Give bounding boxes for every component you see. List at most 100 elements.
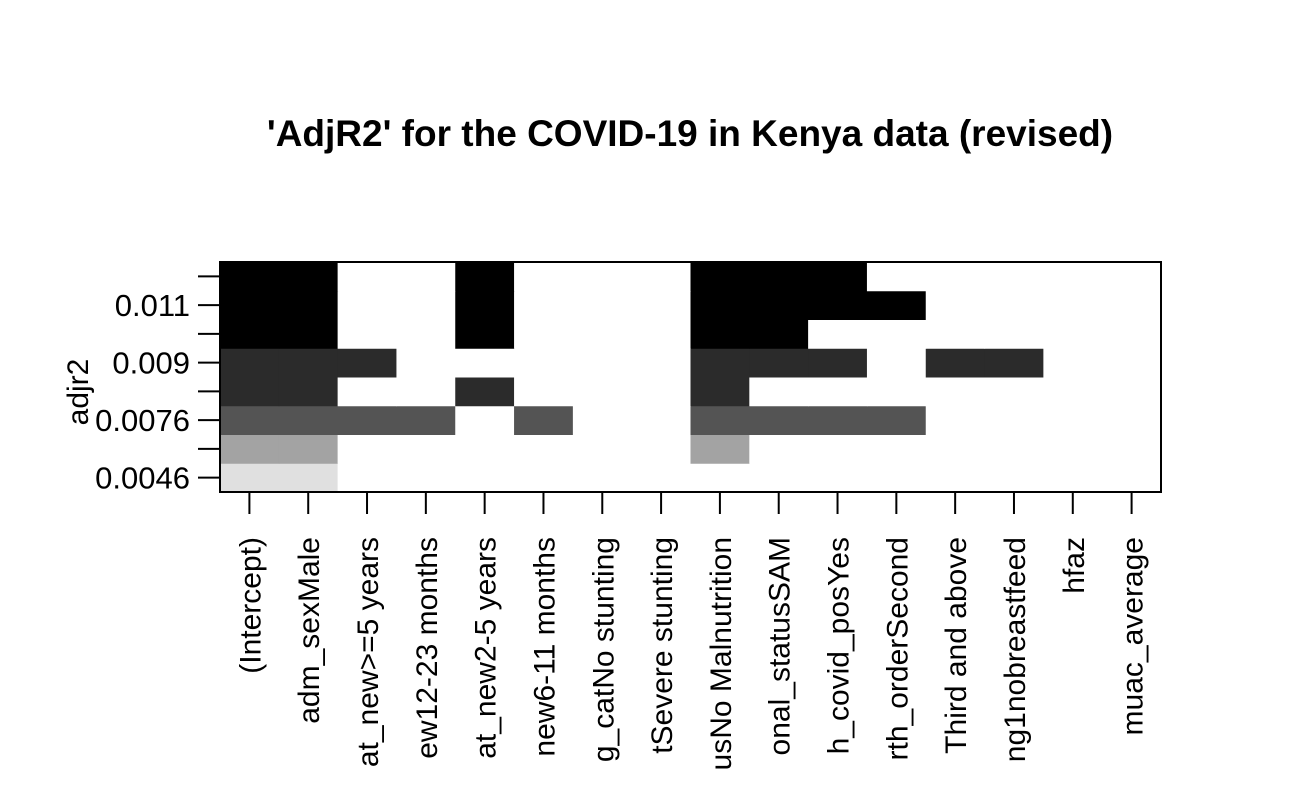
cell <box>572 290 633 320</box>
cell <box>690 434 750 464</box>
cell <box>396 434 456 464</box>
cell <box>514 348 574 378</box>
cell <box>337 348 397 378</box>
cell <box>690 463 750 493</box>
cell <box>1102 319 1162 349</box>
cell <box>984 348 1044 378</box>
cell <box>337 290 397 320</box>
x-tick-label: ew12-23 months <box>411 537 444 759</box>
cell <box>984 434 1044 464</box>
cell <box>749 348 809 378</box>
cell <box>396 405 456 435</box>
x-tick-label: new6-11 months <box>528 537 561 757</box>
cell <box>925 405 986 435</box>
cell <box>337 463 397 493</box>
cell <box>396 319 456 349</box>
cell <box>1102 434 1162 464</box>
cell <box>455 348 515 378</box>
x-tick-label: (Intercept) <box>234 537 267 674</box>
chart-title: 'AdjR2' for the COVID-19 in Kenya data (… <box>267 113 1113 154</box>
cell <box>984 377 1044 407</box>
cell <box>925 377 986 407</box>
cell <box>866 348 927 378</box>
cell <box>1102 463 1162 493</box>
cell <box>278 262 339 292</box>
cell <box>690 262 750 292</box>
cell <box>278 319 339 349</box>
cell <box>455 319 515 349</box>
cell <box>1043 434 1103 464</box>
cell <box>866 434 927 464</box>
cell <box>925 262 986 292</box>
cell <box>631 262 691 292</box>
cell <box>1043 290 1103 320</box>
cell <box>337 405 397 435</box>
cell <box>1043 377 1103 407</box>
cell <box>631 348 691 378</box>
x-tick-label: hfaz <box>1058 537 1091 594</box>
cell <box>220 319 280 349</box>
cell <box>337 434 397 464</box>
cell <box>631 405 691 435</box>
cell <box>1043 319 1103 349</box>
cell <box>514 377 574 407</box>
x-tick-label: ng1nobreastfeed <box>999 537 1032 762</box>
cell <box>278 290 339 320</box>
cell <box>808 348 868 378</box>
cell <box>337 262 397 292</box>
cell <box>220 377 280 407</box>
cell <box>514 405 574 435</box>
cell <box>631 290 691 320</box>
cell <box>572 262 633 292</box>
cell <box>278 405 339 435</box>
cell <box>749 290 809 320</box>
cell <box>984 262 1044 292</box>
cell <box>808 262 868 292</box>
cell <box>1102 262 1162 292</box>
cell <box>455 377 515 407</box>
cell <box>278 463 339 493</box>
x-tick-label: onal_statusSAM <box>764 537 797 755</box>
cell <box>514 463 574 493</box>
x-tick-label: adm_sexMale <box>293 537 326 724</box>
cell <box>220 290 280 320</box>
cell <box>866 290 927 320</box>
cell <box>396 377 456 407</box>
cell <box>925 463 986 493</box>
cell <box>690 377 750 407</box>
cell <box>1102 290 1162 320</box>
x-tick-label: Third and above <box>940 537 973 754</box>
cell <box>1043 405 1103 435</box>
cell <box>690 290 750 320</box>
cell <box>1102 348 1162 378</box>
x-tick-label: tSevere stunting <box>646 537 679 754</box>
cell <box>220 463 280 493</box>
cell <box>866 405 927 435</box>
cell <box>631 319 691 349</box>
cell <box>690 405 750 435</box>
cell <box>1043 463 1103 493</box>
cell <box>455 290 515 320</box>
cell <box>455 434 515 464</box>
cell <box>925 319 986 349</box>
x-tick-label: usNo Malnutrition <box>705 537 738 770</box>
cell <box>631 377 691 407</box>
cell <box>749 262 809 292</box>
cell <box>1043 262 1103 292</box>
cell <box>455 463 515 493</box>
cell <box>808 463 868 493</box>
cell <box>455 405 515 435</box>
cell <box>749 405 809 435</box>
cell <box>925 348 986 378</box>
cell <box>690 348 750 378</box>
y-tick-label: 0.009 <box>112 346 190 381</box>
cell <box>572 434 633 464</box>
cell <box>220 348 280 378</box>
x-tick-label: h_covid_posYes <box>823 537 856 754</box>
cell <box>278 377 339 407</box>
x-tick-label: at_new>=5 years <box>352 537 385 767</box>
cell <box>455 262 515 292</box>
cell <box>690 319 750 349</box>
x-tick-label: at_new2-5 years <box>470 537 503 759</box>
